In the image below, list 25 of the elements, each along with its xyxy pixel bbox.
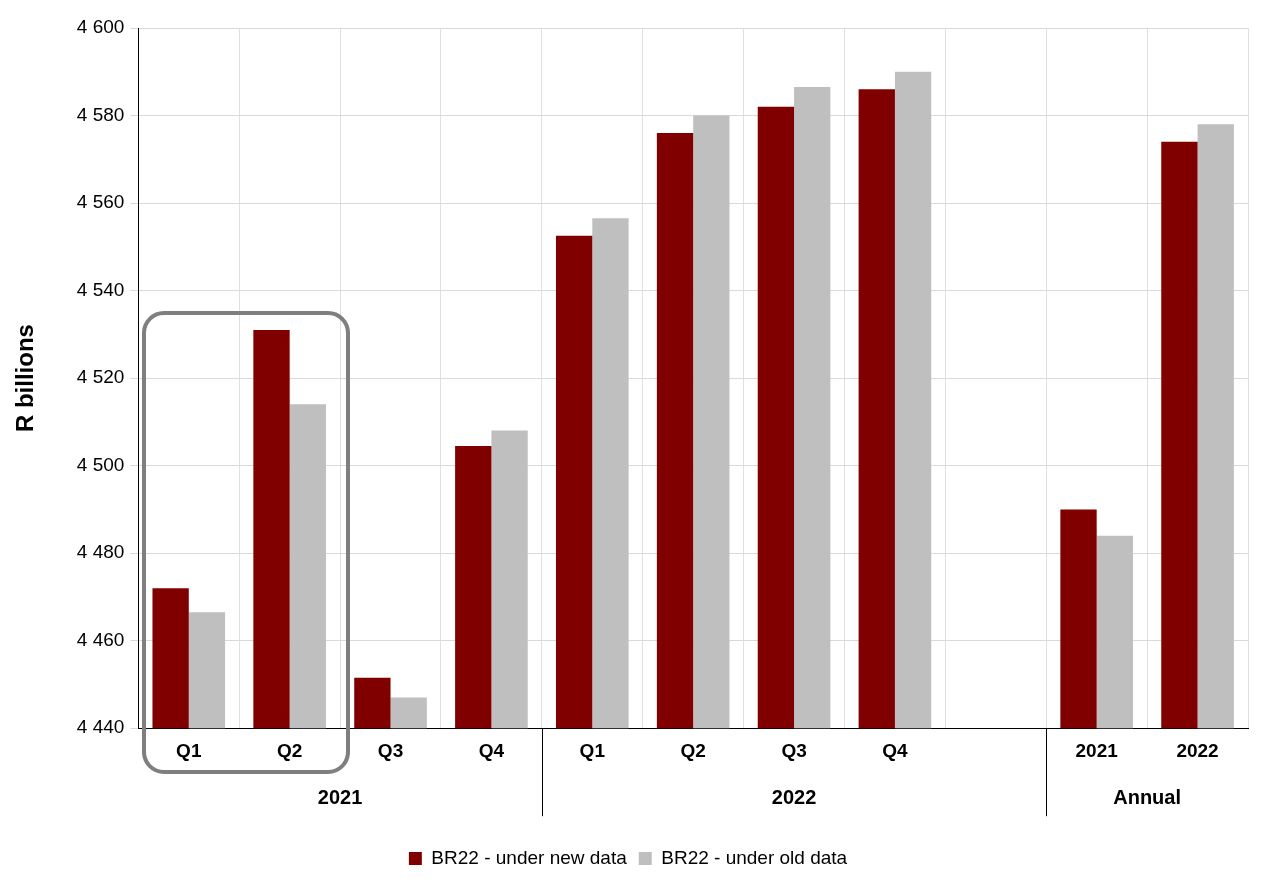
x-tick-label: Q3	[781, 739, 807, 761]
x-tick-label: 2021	[1075, 739, 1119, 761]
y-tick-label: 4 600	[76, 16, 125, 38]
y-axis-title: R billions	[11, 324, 39, 433]
x-tick-label: Q3	[377, 739, 404, 761]
y-tick-label: 4 520	[76, 366, 125, 388]
y-tick-label: 4 500	[76, 453, 125, 475]
y-tick-label: 4 440	[76, 716, 125, 738]
y-tick-label: 4 460	[76, 628, 125, 650]
y-tick-label: 4 560	[76, 191, 125, 213]
y-tick-label: 4 580	[76, 103, 125, 125]
legend-label: BR22 - under new data	[431, 846, 628, 868]
x-tick-label: Q4	[478, 739, 505, 761]
y-tick-label: 4 480	[76, 541, 125, 563]
x-tick-label: Q4	[882, 739, 909, 761]
y-tick-label: 4 540	[76, 278, 125, 300]
text: Annual	[1113, 785, 1182, 808]
text: 2021	[317, 785, 363, 808]
x-tick-label: 2022	[1176, 739, 1219, 761]
x-tick-label: Q2	[276, 739, 303, 761]
text: 2022	[771, 785, 817, 808]
legend-label: BR22 - under old data	[661, 846, 848, 868]
x-tick-label: Q1	[176, 739, 202, 761]
x-tick-label: Q2	[680, 739, 706, 761]
x-tick-label: Q1	[579, 739, 606, 761]
